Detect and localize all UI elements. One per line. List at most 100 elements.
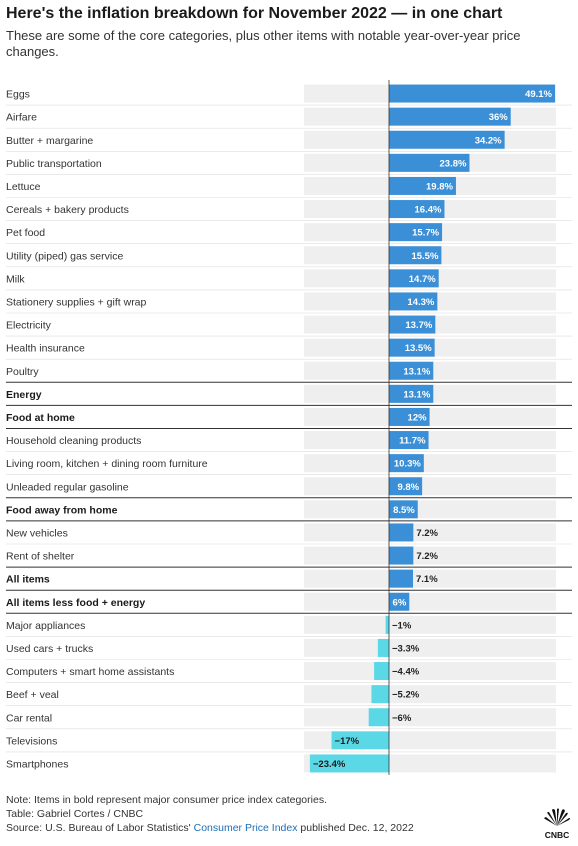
footer-source: Source: U.S. Bureau of Labor Statistics'… [6, 821, 526, 835]
value-label: 15.5% [411, 251, 438, 262]
category-label: Food away from home [6, 504, 118, 516]
data-bar [389, 84, 555, 103]
bar-track [304, 407, 556, 426]
value-label: 11.7% [399, 436, 426, 447]
bar-track [304, 454, 556, 473]
data-bar [389, 200, 445, 219]
bar-track [304, 546, 556, 565]
bar-track [304, 431, 556, 450]
category-label: Energy [6, 389, 42, 401]
category-label: Unleaded regular gasoline [6, 481, 129, 493]
value-label: −17% [335, 736, 360, 747]
category-label: Major appliances [6, 620, 85, 632]
data-bar [389, 431, 429, 450]
category-label: Living room, kitchen + dining room furni… [6, 458, 208, 470]
category-label: Eggs [6, 89, 30, 101]
category-label: All items less food + energy [6, 597, 145, 609]
data-bar [389, 107, 511, 126]
value-label: 7.1% [416, 574, 438, 585]
value-label: −4.4% [392, 667, 420, 678]
category-label: Car rental [6, 712, 52, 724]
value-label: 34.2% [475, 135, 502, 146]
value-label: 13.7% [405, 320, 432, 331]
value-label: 49.1% [525, 89, 552, 100]
category-label: Rent of shelter [6, 551, 75, 563]
category-label: Cereals + bakery products [6, 204, 129, 216]
bar-track [304, 500, 556, 519]
bar-track [304, 708, 556, 727]
data-bar [389, 223, 443, 242]
bar-track [304, 477, 556, 496]
data-bar [389, 292, 438, 311]
cnbc-logo: CNBC [544, 808, 570, 840]
category-label: Used cars + trucks [6, 643, 93, 655]
inflation-bar-chart: Eggs 49.1% Airfare 36% Butter + margarine 34.… [6, 80, 572, 775]
category-label: Televisions [6, 735, 57, 747]
category-label: Beef + veal [6, 689, 59, 701]
data-bar [389, 569, 414, 588]
source-link[interactable]: Consumer Price Index [193, 822, 298, 834]
footer-note: Note: Items in bold represent major cons… [6, 794, 327, 806]
category-label: Poultry [6, 366, 39, 378]
data-bar [389, 361, 434, 380]
cnbc-logo-text: CNBC [545, 830, 570, 840]
chart-title: Here's the inflation breakdown for Novem… [6, 5, 503, 22]
value-label: 14.3% [407, 297, 434, 308]
data-bar [389, 384, 434, 403]
data-bar [309, 754, 389, 773]
category-label: Lettuce [6, 181, 41, 193]
cnbc-peacock-icon [544, 808, 570, 826]
value-label: 14.7% [409, 274, 436, 285]
value-label: 13.5% [405, 343, 432, 354]
data-bar [374, 662, 389, 681]
footer-source-prefix: Source: U.S. Bureau of Labor Statistics' [6, 822, 194, 834]
category-label: Computers + smart home assistants [6, 666, 174, 678]
value-label: 6% [393, 597, 407, 608]
data-bar [371, 685, 389, 704]
category-label: All items [6, 574, 50, 586]
data-bar [377, 638, 389, 657]
data-bar [389, 315, 436, 334]
value-label: 13.1% [403, 389, 430, 400]
data-bar [389, 523, 414, 542]
data-bar [389, 407, 430, 426]
value-label: 16.4% [415, 205, 442, 216]
category-label: Smartphones [6, 758, 68, 770]
value-label: 7.2% [416, 551, 438, 562]
value-label: −5.2% [392, 690, 420, 701]
category-label: Pet food [6, 227, 45, 239]
data-bar [389, 546, 414, 565]
data-bar [385, 615, 389, 634]
category-label: Health insurance [6, 343, 85, 355]
value-label: −6% [392, 713, 412, 724]
data-bar [389, 130, 505, 149]
category-label: Utility (piped) gas service [6, 250, 123, 262]
data-bar [389, 477, 423, 496]
value-label: 36% [489, 112, 509, 123]
value-label: 23.8% [440, 158, 467, 169]
value-label: 8.5% [393, 505, 415, 516]
category-label: Household cleaning products [6, 435, 141, 447]
data-bar [389, 176, 456, 195]
value-label: 12% [408, 412, 428, 423]
footer-source-suffix: published Dec. 12, 2022 [297, 822, 414, 834]
value-label: 13.1% [403, 366, 430, 377]
category-label: New vehicles [6, 527, 68, 539]
data-bar [389, 338, 435, 357]
value-label: 15.7% [412, 228, 439, 239]
bar-track [304, 615, 556, 634]
data-bar [389, 246, 442, 265]
category-label: Airfare [6, 112, 37, 124]
data-bar [389, 500, 418, 519]
value-label: −23.4% [313, 759, 346, 770]
value-label: 19.8% [426, 181, 453, 192]
data-bar [368, 708, 389, 727]
category-label: Food at home [6, 412, 75, 424]
value-label: −1% [392, 620, 412, 631]
bar-track [304, 638, 556, 657]
value-label: 9.8% [397, 482, 419, 493]
category-label: Butter + margarine [6, 135, 93, 147]
value-label: 10.3% [394, 459, 421, 470]
data-bar [389, 153, 470, 172]
data-bar [389, 454, 424, 473]
